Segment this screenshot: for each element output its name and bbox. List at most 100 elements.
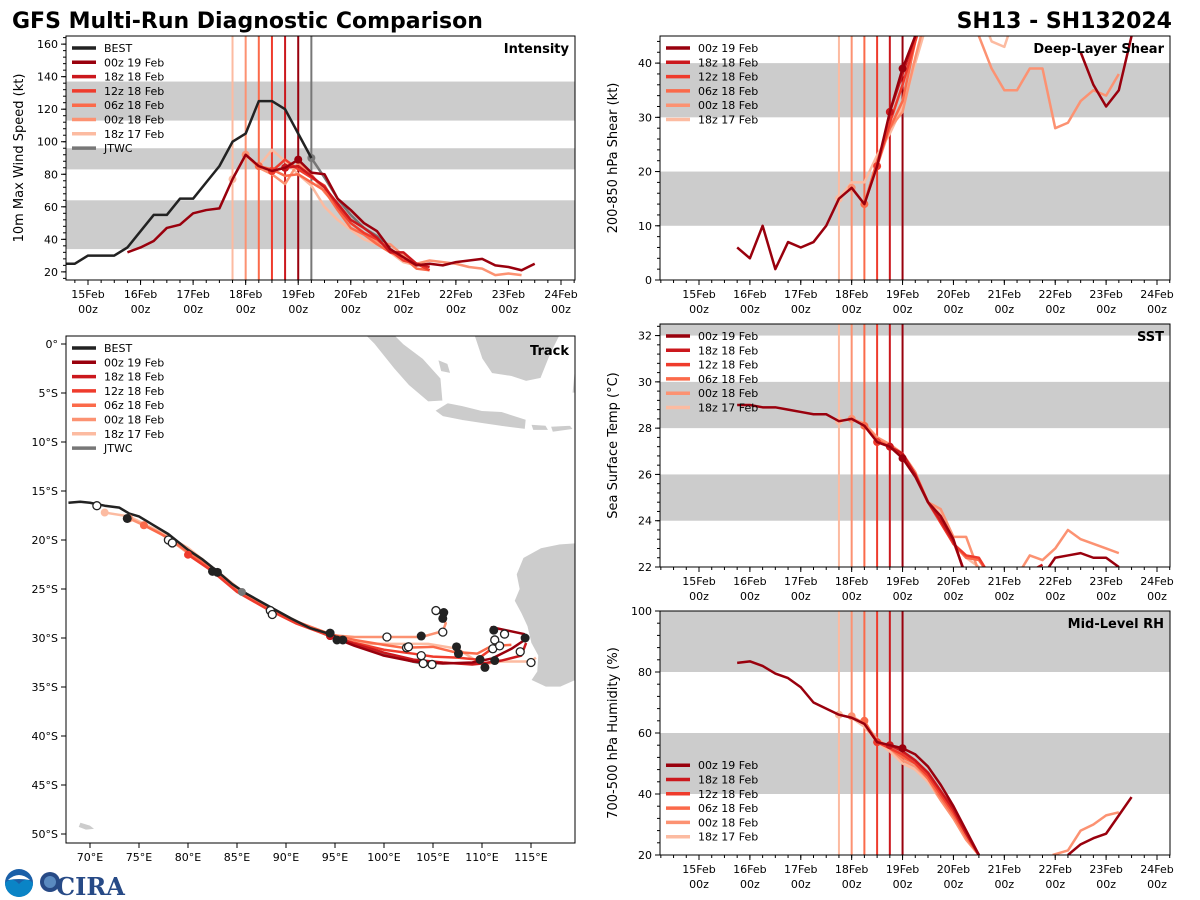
x-tick-label-hour: 00z — [944, 878, 964, 891]
y-axis-label: 700-500 hPa Humidity (%) — [606, 647, 621, 819]
legend-label: JTWC — [103, 442, 133, 455]
x-tick-label-day: 21Feb — [988, 863, 1021, 876]
noaa-cira-logo: CIRA — [5, 869, 125, 900]
legend-label: 00z 19 Feb — [698, 330, 758, 343]
legend-label: 00z 18 Feb — [698, 387, 758, 400]
lon-tick-label: 100°E — [367, 851, 400, 864]
sst-plot-area — [660, 324, 1170, 567]
legend-label: BEST — [104, 42, 132, 55]
x-tick-label-day: 20Feb — [937, 863, 970, 876]
x-tick-label-day: 17Feb — [784, 288, 817, 301]
x-tick-label-day: 19Feb — [281, 288, 314, 301]
y-tick-label: 28 — [638, 422, 652, 435]
legend-label: 00z 18 Feb — [104, 114, 164, 127]
legend-item-00z-19-feb: 00z 19 Feb — [72, 56, 164, 69]
legend-item-00z-18-feb: 00z 18 Feb — [666, 99, 758, 112]
panel-label: Deep-Layer Shear — [1033, 42, 1164, 57]
x-tick-label-hour: 00z — [1045, 878, 1065, 891]
threshold-band — [660, 324, 1170, 336]
series-line-00z-19-feb — [1047, 551, 1120, 567]
x-tick-label-day: 20Feb — [937, 288, 970, 301]
track-start-06z-18-feb — [139, 521, 148, 530]
sumbawa-land — [550, 424, 574, 433]
legend-item-06z-18-feb: 06z 18 Feb — [666, 85, 758, 98]
panel-label: SST — [1137, 330, 1164, 345]
series-line-12z-18-feb — [875, 36, 919, 167]
x-tick-label-hour: 00z — [842, 878, 862, 891]
legend-item-best: BEST — [72, 42, 132, 55]
x-tick-label-hour: 00z — [791, 878, 811, 891]
lat-tick-label: 30°S — [32, 632, 58, 645]
x-tick-label-hour: 00z — [1096, 303, 1116, 316]
track-position-marker — [416, 631, 426, 641]
legend-label: 18z 17 Feb — [104, 128, 164, 141]
x-tick-label-hour: 00z — [1147, 878, 1167, 891]
lon-tick-label: 90°E — [273, 851, 299, 864]
x-tick-label-day: 22Feb — [439, 288, 472, 301]
track-position-marker-open — [416, 650, 426, 661]
legend-label: 18z 18 Feb — [698, 774, 758, 787]
x-tick-label-day: 20Feb — [334, 288, 367, 301]
series-line-00z-18-feb — [1052, 811, 1120, 855]
x-tick-label-day: 24Feb — [544, 288, 577, 301]
x-tick-label-day: 16Feb — [733, 575, 766, 588]
legend-item-18z-17-feb: 18z 17 Feb — [666, 831, 758, 844]
legend-item-18z-17-feb: 18z 17 Feb — [666, 114, 758, 127]
x-tick-label-day: 15Feb — [682, 575, 715, 588]
legend-item-jtwc: JTWC — [72, 442, 133, 455]
legend-label: 18z 18 Feb — [698, 344, 758, 357]
y-tick-label: 60 — [638, 727, 652, 740]
y-tick-label: 40 — [44, 233, 58, 246]
shear-panel: 0 10 20 30 40 15Feb 00z 16Feb 00z 17Feb 00z 18Feb 00… — [606, 35, 1174, 316]
y-tick-label: 30 — [638, 111, 652, 124]
x-tick-label-hour: 00z — [183, 303, 203, 316]
y-tick-label: 140 — [37, 71, 58, 84]
x-tick-label-hour: 00z — [446, 303, 466, 316]
lat-tick-label: 45°S — [32, 779, 58, 792]
x-tick-label-hour: 00z — [994, 590, 1014, 603]
legend-label: 00z 18 Feb — [698, 99, 758, 112]
x-tick-label-hour: 00z — [1045, 590, 1065, 603]
axes-frame — [65, 35, 576, 281]
y-axis-label: Sea Surface Temp (°C) — [606, 372, 621, 519]
x-tick-label-hour: 00z — [78, 303, 98, 316]
y-tick-label: 32 — [638, 330, 652, 343]
y-tick-label: 100 — [37, 136, 58, 149]
rh-panel: 20 40 60 80 100 15Feb 00z 16Feb 00z 17Feb 00z 18Feb… — [606, 605, 1174, 891]
track-position-marker — [325, 628, 335, 638]
series-line-18z-17-feb — [988, 36, 1010, 49]
lon-tick-label: 105°E — [416, 851, 449, 864]
x-tick-label-day: 19Feb — [886, 575, 919, 588]
x-tick-label-day: 17Feb — [784, 575, 817, 588]
noaa-logo-icon — [5, 869, 33, 897]
x-tick-label-hour: 00z — [791, 590, 811, 603]
legend-label: 18z 17 Feb — [104, 428, 164, 441]
x-tick-label-day: 16Feb — [733, 288, 766, 301]
x-tick-label-day: 22Feb — [1038, 863, 1071, 876]
panel-label: Intensity — [504, 42, 570, 57]
legend-item-00z-19-feb: 00z 19 Feb — [72, 356, 164, 369]
x-tick-label-hour: 00z — [842, 303, 862, 316]
kerguelen-land — [77, 821, 96, 831]
x-tick-label-day: 15Feb — [682, 863, 715, 876]
australia-land — [513, 542, 575, 688]
lat-tick-label: 0° — [46, 338, 59, 351]
y-tick-label: 10 — [638, 220, 652, 233]
legend-item-18z-18-feb: 18z 18 Feb — [666, 774, 758, 787]
panel-label: Track — [530, 344, 569, 359]
y-tick-label: 40 — [638, 57, 652, 70]
threshold-band — [66, 81, 575, 121]
series-line-00z-19-feb — [1079, 36, 1133, 108]
legend-label: 12z 18 Feb — [698, 788, 758, 801]
legend-label: 06z 18 Feb — [104, 399, 164, 412]
x-tick-label-day: 19Feb — [886, 863, 919, 876]
legend-item-18z-18-feb: 18z 18 Feb — [666, 344, 758, 357]
track-start-jtwc — [237, 587, 246, 596]
track-position-marker — [452, 642, 462, 652]
x-tick-label-day: 18Feb — [835, 863, 868, 876]
threshold-band — [660, 474, 1170, 521]
series-line-00z-19-feb — [737, 403, 964, 567]
x-tick-label-hour: 00z — [893, 878, 913, 891]
